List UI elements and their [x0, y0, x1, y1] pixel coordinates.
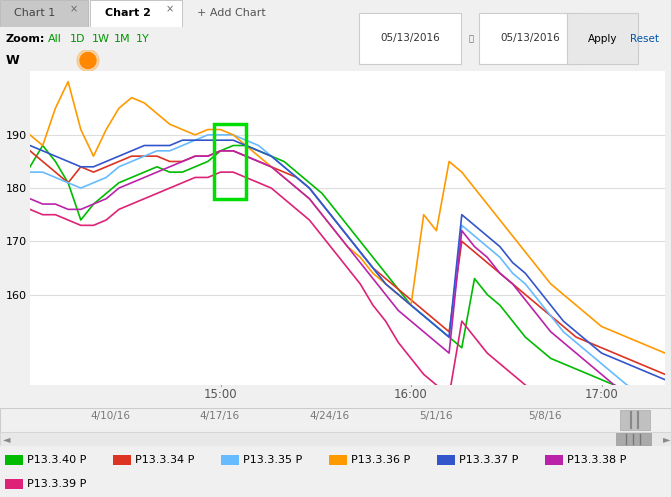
Bar — [5, 479, 23, 489]
Text: Apply: Apply — [588, 33, 617, 44]
Text: P13.3.38 P: P13.3.38 P — [567, 455, 626, 465]
Text: Chart 2: Chart 2 — [105, 8, 151, 18]
Text: P13.3.39 P: P13.3.39 P — [27, 479, 87, 489]
Text: -: - — [492, 32, 497, 45]
Text: 🗓: 🗓 — [469, 34, 474, 43]
Bar — [545, 455, 563, 465]
Text: ×: × — [70, 4, 78, 14]
Text: 16:00: 16:00 — [394, 388, 428, 401]
Text: + Add Chart: + Add Chart — [197, 8, 266, 18]
Text: P13.3.36 P: P13.3.36 P — [351, 455, 410, 465]
Text: 05/13/2016: 05/13/2016 — [380, 33, 440, 44]
Text: 4/17/16: 4/17/16 — [200, 411, 240, 421]
Bar — [620, 410, 650, 430]
Circle shape — [77, 50, 99, 72]
Text: 1M: 1M — [114, 33, 131, 44]
Text: ×: × — [166, 4, 174, 14]
Bar — [221, 455, 239, 465]
Text: 1D: 1D — [70, 33, 85, 44]
Text: 17:00: 17:00 — [584, 388, 619, 401]
Text: P13.3.40 P: P13.3.40 P — [27, 455, 87, 465]
Text: Reset: Reset — [630, 33, 659, 44]
Bar — [329, 455, 347, 465]
Text: P13.3.37 P: P13.3.37 P — [459, 455, 519, 465]
Text: 15:00: 15:00 — [204, 388, 238, 401]
Bar — [0, 0, 88, 27]
Text: 4/24/16: 4/24/16 — [310, 411, 350, 421]
Bar — [437, 455, 455, 465]
Text: 5/1/16: 5/1/16 — [419, 411, 453, 421]
Bar — [113, 455, 131, 465]
Bar — [616, 433, 651, 445]
Text: All: All — [48, 33, 62, 44]
Text: ►: ► — [663, 434, 670, 444]
Text: 5/8/16: 5/8/16 — [528, 411, 562, 421]
Text: 1Y: 1Y — [136, 33, 150, 44]
Text: ◄: ◄ — [3, 434, 11, 444]
Text: 1W: 1W — [92, 33, 110, 44]
Text: W: W — [6, 54, 19, 67]
Text: ▼: ▼ — [483, 35, 488, 42]
Text: P13.3.34 P: P13.3.34 P — [135, 455, 195, 465]
Bar — [90, 0, 182, 27]
Text: P13.3.35 P: P13.3.35 P — [243, 455, 302, 465]
Bar — [214, 124, 246, 199]
Text: 4/10/16: 4/10/16 — [90, 411, 130, 421]
Circle shape — [80, 53, 96, 69]
Bar — [5, 455, 23, 465]
Text: 05/13/2016: 05/13/2016 — [500, 33, 560, 44]
Text: Zoom:: Zoom: — [5, 33, 44, 44]
Text: Chart 1: Chart 1 — [14, 8, 56, 18]
